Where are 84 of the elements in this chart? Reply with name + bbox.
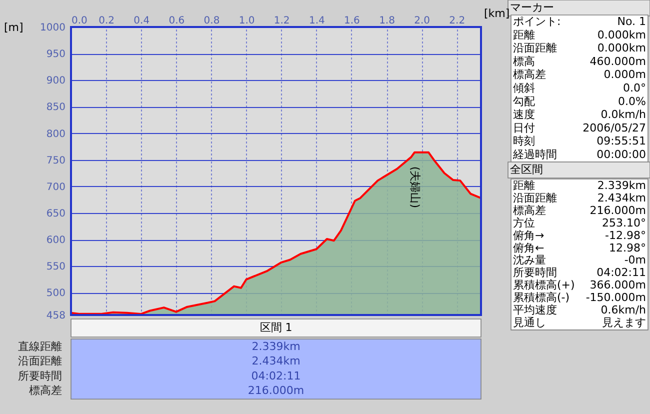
- text: 累積標高(+): [513, 278, 575, 292]
- text: 2.339km: [252, 340, 300, 353]
- text: 全区間: [510, 163, 543, 176]
- y-axis-title: [m]: [4, 21, 24, 34]
- text: 366.000m: [590, 278, 646, 292]
- y-tick-label: 750: [46, 155, 66, 166]
- text: No. 1: [617, 15, 646, 28]
- text: 0.0°: [623, 82, 646, 94]
- text: 2.434km: [597, 191, 646, 204]
- text: 標高差: [513, 204, 546, 217]
- x-tick-label: 2.2: [449, 16, 466, 26]
- text: -0m: [624, 254, 646, 267]
- y-tick-label: 1000: [40, 22, 66, 34]
- text: 沿面距離: [18, 354, 62, 368]
- y-tick-label: 600: [46, 235, 66, 246]
- text: 速度: [513, 108, 535, 122]
- y-tick-label: 500: [46, 288, 66, 300]
- text: 距離: [513, 28, 535, 42]
- y-tick-label: 900: [46, 76, 66, 87]
- text: 0.000km: [597, 42, 646, 55]
- text: 09:55:51: [596, 134, 646, 148]
- text: 00:00:00: [596, 148, 646, 161]
- text: 2.339km: [597, 179, 646, 192]
- text: 216.000m: [590, 204, 646, 217]
- x-tick-label: 1.0: [238, 16, 255, 26]
- text: 460.000m: [590, 54, 646, 68]
- text: 見えます: [602, 316, 646, 329]
- text: 04:02:11: [596, 266, 646, 280]
- text: 時刻: [513, 134, 535, 148]
- x-tick-label: 1.6: [344, 16, 360, 26]
- text: 0.000m: [604, 68, 646, 82]
- y-tick-label: 550: [46, 262, 66, 273]
- text: 0.0km/h: [600, 108, 646, 122]
- text: -150.000m: [586, 291, 646, 304]
- x-tick-label: 0.6: [168, 16, 185, 26]
- text: 日付: [513, 121, 535, 134]
- text: 所要時間: [18, 369, 62, 382]
- y-tick-label: 650: [46, 208, 66, 220]
- text: 2006/05/27: [582, 121, 646, 134]
- text: 方位: [513, 216, 535, 230]
- x-tick-label: 2.0: [414, 16, 430, 26]
- text: 傾斜: [513, 82, 535, 94]
- y-tick-label: 850: [46, 102, 66, 114]
- y-tick-label: 458: [46, 310, 66, 322]
- text: マーカー: [510, 1, 554, 14]
- text: 216.000m: [248, 384, 304, 398]
- text: 0.0%: [618, 94, 646, 108]
- text: 区間 1: [260, 321, 292, 334]
- text: 見通し: [513, 316, 546, 329]
- text: -12.98°: [605, 228, 646, 242]
- text: 俯角→: [513, 228, 544, 242]
- text: ポイント:: [513, 15, 561, 28]
- text: 距離: [513, 179, 535, 192]
- x-tick-label: 1.4: [308, 16, 325, 26]
- text: 平均速度: [513, 304, 557, 316]
- text: 沿面距離: [513, 42, 557, 55]
- x-tick-label: 0.2: [98, 16, 115, 26]
- text: 直線距離: [18, 340, 62, 353]
- text: 12.98°: [609, 241, 646, 254]
- text: 沈み量: [513, 254, 546, 267]
- text: 0.000km: [597, 28, 646, 42]
- text: 標高差: [29, 384, 62, 398]
- text: 2.434km: [252, 354, 300, 368]
- y-tick-label: 700: [46, 182, 66, 193]
- x-tick-label: 0.0: [72, 16, 88, 26]
- text: 0.6km/h: [600, 304, 646, 316]
- y-tick-label: 950: [46, 49, 66, 60]
- text: 04:02:11: [251, 369, 301, 382]
- text: 沿面距離: [513, 191, 557, 204]
- x-tick-label: 0.4: [134, 16, 150, 26]
- x-tick-label: 1.8: [379, 16, 395, 26]
- text: 俯角←: [513, 241, 544, 254]
- x-tick-label: 0.8: [204, 16, 220, 26]
- text: 253.10°: [602, 216, 646, 230]
- annotation: (夫婦山): [408, 166, 422, 208]
- text: 勾配: [513, 94, 535, 108]
- text: 標高差: [513, 68, 546, 82]
- y-tick-label: 800: [46, 128, 66, 140]
- text: 標高: [513, 54, 535, 68]
- text: 累積標高(-): [513, 291, 570, 304]
- x-axis-title: [km]: [484, 7, 510, 20]
- x-tick-label: 1.2: [274, 16, 290, 26]
- text: 経過時間: [512, 148, 557, 161]
- text: 所要時間: [513, 266, 557, 280]
